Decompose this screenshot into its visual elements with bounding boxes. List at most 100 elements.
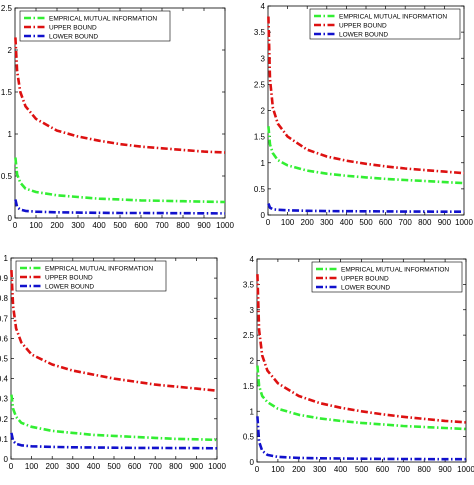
y-tick-label: 0.4: [0, 375, 9, 384]
x-tick-label: 500: [355, 465, 369, 474]
series-line-1: [267, 126, 465, 185]
y-tick-label: 3.5: [254, 28, 266, 37]
series-line-2: [256, 274, 467, 424]
legend-label: EMPRICAL MUTUAL INFORMATION: [341, 266, 449, 273]
y-tick-label: 0: [261, 211, 266, 220]
legend-label: EMPRICAL MUTUAL INFORMATION: [339, 13, 447, 20]
legend-box: [15, 260, 167, 292]
y-tick-label: 0.5: [254, 185, 266, 194]
x-tick-label: 0: [255, 465, 260, 474]
x-tick-label: 500: [107, 462, 121, 471]
chart-panel-3: 0 100 200 300 400 500 600 700 800 900 1000 0 0.1 0.2 0…: [0, 254, 226, 471]
x-tick-label: 300: [71, 221, 85, 230]
x-tick-label: 300: [320, 218, 334, 227]
legend-label: EMPRICAL MUTUAL INFORMATION: [45, 265, 153, 272]
y-tick-label: 0: [8, 214, 13, 223]
y-tick-label: 2.5: [1, 4, 13, 13]
x-tick-label: 0: [13, 221, 18, 230]
x-tick-label: 400: [334, 465, 348, 474]
x-tick-label: 200: [292, 465, 306, 474]
x-tick-label: 200: [50, 221, 64, 230]
y-tick-label: 0.6: [0, 334, 9, 343]
x-tick-label: 300: [66, 462, 80, 471]
series-line-2: [14, 37, 226, 154]
y-tick-label: 2: [261, 107, 266, 116]
legend-label: UPPER BOUND: [339, 22, 387, 29]
y-tick-label: 2.5: [254, 80, 266, 89]
y-tick-label: 3: [250, 306, 255, 315]
legend-box: [311, 261, 463, 293]
y-tick-label: 1: [4, 254, 9, 263]
y-tick-label: 0: [250, 458, 255, 467]
x-tick-label: 700: [397, 465, 411, 474]
x-tick-label: 800: [176, 221, 190, 230]
y-tick-label: 0.8: [0, 294, 9, 303]
y-tick-label: 0.9: [0, 274, 9, 283]
legend-label: UPPER BOUND: [49, 24, 97, 31]
series-line-3: [267, 203, 464, 213]
y-tick-label: 0: [4, 455, 9, 464]
y-tick-label: 1: [250, 407, 255, 416]
x-tick-label: 1000: [216, 221, 234, 230]
x-tick-label: 300: [313, 465, 327, 474]
x-tick-label: 100: [25, 462, 39, 471]
legend: EMPRICAL MUTUAL INFORMATION UPPER BOUND LO…: [19, 10, 171, 42]
chart-panel-2: 0 100 200 300 400 500 600 700 800 900 1000 0 0.5 1 1.5…: [254, 2, 474, 227]
x-tick-label: 1000: [208, 462, 226, 471]
x-tick-label: 400: [92, 221, 106, 230]
x-tick-label: 700: [155, 221, 169, 230]
x-tick-label: 600: [128, 462, 142, 471]
y-tick-label: 1.5: [254, 133, 266, 142]
x-tick-label: 500: [113, 221, 127, 230]
y-tick-label: 0.5: [243, 433, 255, 442]
y-tick-label: 0.7: [0, 314, 9, 323]
x-tick-label: 200: [46, 462, 60, 471]
x-tick-label: 800: [418, 218, 432, 227]
legend-label: UPPER BOUND: [45, 274, 93, 281]
legend: EMPRICAL MUTUAL INFORMATION UPPER BOUND LO…: [309, 8, 461, 40]
x-tick-label: 900: [190, 462, 204, 471]
legend-label: LOWER BOUND: [341, 284, 390, 291]
x-tick-label: 900: [438, 465, 452, 474]
y-tick-label: 4: [261, 2, 266, 11]
y-tick-label: 2: [8, 46, 13, 55]
x-tick-label: 600: [379, 218, 393, 227]
legend-box: [309, 8, 461, 40]
x-tick-label: 100: [281, 218, 295, 227]
x-tick-label: 100: [29, 221, 43, 230]
x-tick-label: 700: [399, 218, 413, 227]
legend: EMPRICAL MUTUAL INFORMATION UPPER BOUND LO…: [15, 260, 167, 292]
chart-panel-4: 0 100 200 300 400 500 600 700 800 900 1000 0 0.5 1 1.5…: [243, 255, 474, 474]
x-tick-label: 100: [271, 465, 285, 474]
legend: EMPRICAL MUTUAL INFORMATION UPPER BOUND LO…: [311, 261, 463, 293]
x-tick-label: 600: [134, 221, 148, 230]
y-tick-label: 2: [250, 357, 255, 366]
x-tick-label: 0: [266, 218, 271, 227]
series-line-1: [256, 365, 467, 431]
y-tick-label: 0.5: [0, 355, 9, 364]
x-tick-label: 900: [197, 221, 211, 230]
y-tick-label: 0.2: [0, 415, 9, 424]
series-line-3: [10, 432, 218, 450]
series-line-2: [10, 270, 218, 392]
x-tick-label: 1000: [455, 218, 473, 227]
x-tick-label: 600: [376, 465, 390, 474]
y-tick-label: 1: [8, 130, 13, 139]
x-tick-label: 200: [301, 218, 315, 227]
x-tick-label: 500: [359, 218, 373, 227]
x-tick-label: 900: [438, 218, 452, 227]
chart-panel-1: 0 100 200 300 400 500 600 700 800 900 1000 0 0.5 1 1.5…: [1, 4, 235, 230]
series-line-3: [256, 416, 466, 461]
y-tick-label: 4: [250, 255, 255, 264]
series-line-1: [14, 157, 226, 204]
legend-label: UPPER BOUND: [341, 275, 389, 282]
legend-box: [19, 10, 171, 42]
y-tick-label: 2.5: [243, 331, 255, 340]
legend-label: LOWER BOUND: [49, 33, 98, 40]
legend-label: LOWER BOUND: [45, 283, 94, 290]
y-tick-label: 0.3: [0, 395, 9, 404]
y-tick-label: 3.5: [243, 280, 255, 289]
series-line-2: [267, 16, 465, 175]
x-tick-label: 800: [418, 465, 432, 474]
